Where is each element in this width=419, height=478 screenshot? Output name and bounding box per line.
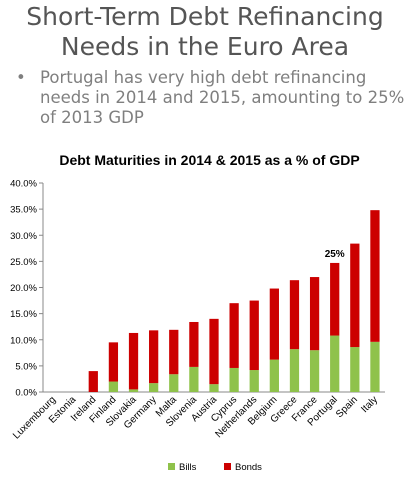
bar-bonds-belgium [269,288,279,360]
legend-swatch-bonds [224,463,231,470]
bar-bonds-cyprus [229,303,239,368]
y-tick-label: 40.0% [10,179,37,190]
legend-label-bonds: Bonds [235,462,262,473]
chart-title: Debt Maturities in 2014 & 2015 as a % of… [59,152,360,168]
bar-bills-cyprus [229,367,239,392]
bar-bonds-slovakia [128,332,139,390]
y-tick-label: 20.0% [10,283,37,294]
bar-bills-greece [289,349,300,392]
bar-bonds-france [309,277,320,351]
bar-bills-portugal [330,335,340,392]
bullet-icon: • [16,68,26,87]
y-tick-label: 30.0% [10,231,37,242]
y-tick-label: 5.0% [15,361,37,372]
bar-bills-netherlands [249,370,259,392]
y-tick-label: 35.0% [10,205,37,216]
bar-bills-italy [370,341,380,392]
bar-bonds-ireland [88,371,98,392]
data-label-portugal: 25% [325,249,345,260]
bar-bills-slovakia [128,389,139,392]
bar-bonds-austria [209,318,219,385]
y-tick-label: 15.0% [10,309,37,320]
bar-bonds-netherlands [249,300,259,371]
y-tick-label: 25.0% [10,257,37,268]
bar-bills-finland [108,381,119,392]
slide-title-line-2: Needs in the Euro Area [60,32,350,61]
y-tick-label: 0.0% [15,388,37,399]
slide-title: Short-Term Debt Refinancing Needs in the… [0,2,410,62]
bar-bonds-greece [289,280,300,350]
bar-bonds-portugal [330,262,340,336]
x-tick-label: Italy [359,394,380,415]
bar-bonds-finland [108,342,119,382]
bar-bonds-spain [350,243,360,348]
slide-title-line-1: Short-Term Debt Refinancing [26,2,384,31]
y-tick-label: 10.0% [10,335,37,346]
bullet-text: Portugal has very high debt refinancing … [40,68,405,127]
bar-bills-spain [350,347,360,392]
bar-bonds-slovenia [189,321,199,367]
bar-bonds-malta [169,329,179,375]
bar-bills-france [309,350,320,392]
bullet-point: • Portugal has very high debt refinancin… [16,68,411,128]
bar-bills-malta [169,374,179,392]
bar-bills-germany [149,383,159,392]
bar-bonds-italy [370,210,380,342]
x-tick-label: Spain [334,394,360,420]
bar-bills-slovenia [189,366,199,392]
bar-bills-austria [209,384,219,392]
bar-bills-belgium [269,359,279,392]
bar-bonds-germany [149,330,159,384]
legend-swatch-bills [168,463,175,470]
legend-label-bills: Bills [179,462,197,473]
